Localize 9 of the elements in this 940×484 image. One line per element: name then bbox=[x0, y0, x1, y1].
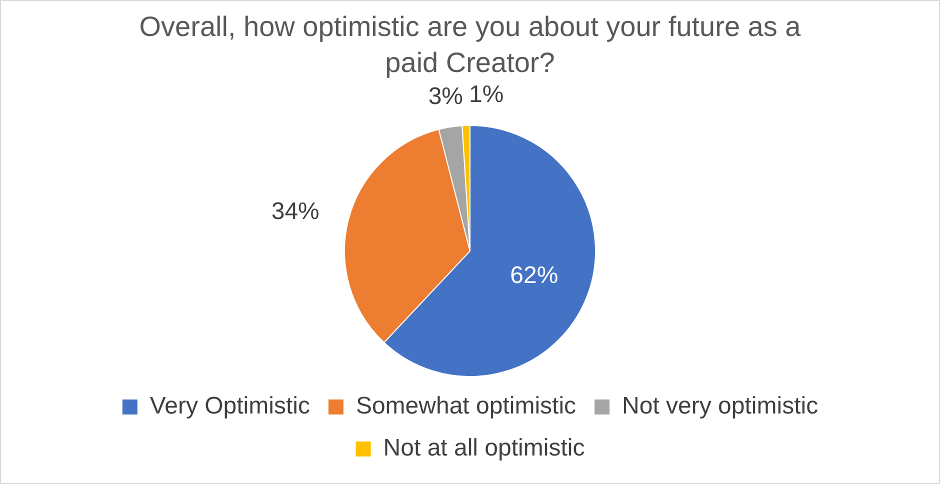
data-label: 62% bbox=[510, 262, 558, 290]
data-label: 3% bbox=[428, 83, 464, 110]
legend-label: Very Optimistic bbox=[150, 392, 310, 420]
chart-title: Overall, how optimistic are you about your future as a paid Creator? bbox=[138, 10, 802, 80]
legend-label: Not very optimistic bbox=[622, 392, 818, 420]
data-label: 34% bbox=[271, 198, 320, 225]
legend-label: Not at all optimistic bbox=[383, 434, 585, 462]
legend-label: Somewhat optimistic bbox=[356, 392, 576, 420]
data-label: 1% bbox=[469, 81, 504, 108]
